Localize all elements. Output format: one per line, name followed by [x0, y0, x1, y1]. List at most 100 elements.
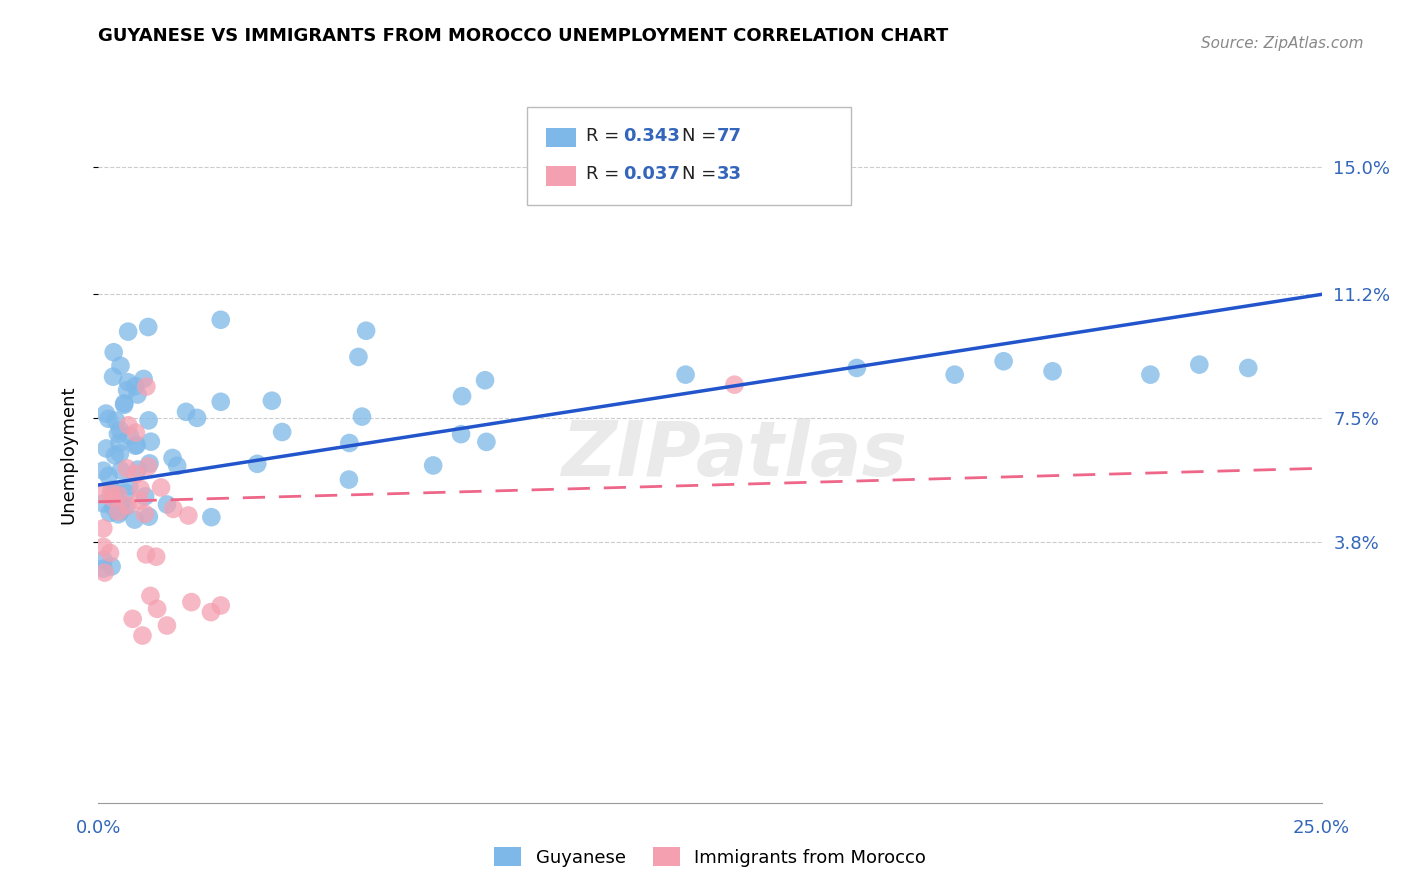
Point: [354, 324, 377, 338]
Point: [132, 372, 155, 386]
Point: [156, 618, 179, 632]
Point: [125, 438, 148, 452]
Text: 77: 77: [717, 127, 742, 145]
Point: [993, 354, 1015, 368]
Point: [138, 413, 160, 427]
Point: [139, 589, 162, 603]
Point: [93, 553, 115, 567]
Point: [422, 458, 444, 473]
Point: [115, 461, 138, 475]
Y-axis label: Unemployment: Unemployment: [59, 385, 77, 524]
Point: [125, 425, 148, 440]
Point: [108, 446, 131, 460]
Point: [136, 459, 159, 474]
Point: [107, 508, 129, 522]
Point: [107, 488, 129, 502]
Point: [723, 377, 745, 392]
Point: [209, 599, 232, 613]
Point: [186, 410, 208, 425]
Point: [98, 546, 121, 560]
Point: [139, 434, 162, 449]
Point: [246, 457, 269, 471]
Point: [943, 368, 966, 382]
Point: [1139, 368, 1161, 382]
Point: [108, 504, 131, 518]
Text: ZIPatlas: ZIPatlas: [561, 418, 907, 491]
Text: R =: R =: [586, 127, 626, 145]
Point: [145, 549, 167, 564]
Point: [100, 559, 122, 574]
Point: [112, 396, 135, 410]
Point: [117, 499, 139, 513]
Point: [91, 562, 114, 576]
Point: [156, 498, 179, 512]
Point: [475, 434, 498, 449]
Text: 0.037: 0.037: [623, 165, 679, 183]
Point: [101, 482, 124, 496]
Point: [118, 428, 141, 442]
Point: [112, 398, 135, 412]
Point: [115, 383, 138, 397]
Point: [91, 487, 114, 501]
Point: [474, 373, 496, 387]
Point: [127, 462, 149, 476]
Point: [91, 540, 114, 554]
Point: [180, 595, 202, 609]
Point: [125, 467, 148, 481]
Point: [97, 469, 120, 483]
Point: [108, 423, 131, 437]
Point: [138, 509, 160, 524]
Point: [209, 313, 232, 327]
Point: [110, 359, 132, 373]
Point: [135, 548, 157, 562]
Point: [121, 612, 143, 626]
Point: [100, 486, 122, 500]
Point: [91, 464, 114, 478]
Point: [103, 345, 125, 359]
Point: [117, 418, 139, 433]
Point: [350, 409, 373, 424]
Legend: Guyanese, Immigrants from Morocco: Guyanese, Immigrants from Morocco: [486, 840, 934, 874]
Text: 33: 33: [717, 165, 742, 183]
Point: [451, 389, 474, 403]
Point: [260, 393, 283, 408]
Point: [845, 361, 868, 376]
Point: [108, 436, 131, 450]
Text: GUYANESE VS IMMIGRANTS FROM MOROCCO UNEMPLOYMENT CORRELATION CHART: GUYANESE VS IMMIGRANTS FROM MOROCCO UNEM…: [98, 27, 949, 45]
Point: [450, 427, 472, 442]
Point: [118, 479, 141, 493]
Point: [107, 426, 129, 441]
Point: [162, 502, 184, 516]
Text: Source: ZipAtlas.com: Source: ZipAtlas.com: [1201, 36, 1364, 51]
Point: [675, 368, 697, 382]
Point: [105, 414, 128, 428]
Point: [101, 369, 124, 384]
Point: [134, 507, 156, 521]
Point: [146, 602, 169, 616]
Point: [117, 376, 139, 390]
Point: [96, 442, 118, 456]
Point: [104, 485, 127, 500]
Point: [131, 628, 153, 642]
Point: [150, 481, 173, 495]
Point: [127, 387, 149, 401]
Point: [166, 458, 188, 473]
Point: [209, 394, 232, 409]
Point: [271, 425, 294, 439]
Point: [93, 566, 115, 580]
Point: [347, 350, 370, 364]
Point: [101, 491, 124, 505]
Point: [103, 500, 125, 515]
Point: [107, 504, 129, 518]
Point: [91, 521, 114, 535]
Point: [114, 486, 136, 500]
Point: [91, 496, 114, 510]
Text: 0.343: 0.343: [623, 127, 679, 145]
Point: [177, 508, 200, 523]
Point: [138, 457, 160, 471]
Point: [135, 379, 157, 393]
Point: [200, 605, 222, 619]
Point: [337, 436, 360, 450]
Point: [128, 493, 150, 508]
Point: [104, 449, 127, 463]
